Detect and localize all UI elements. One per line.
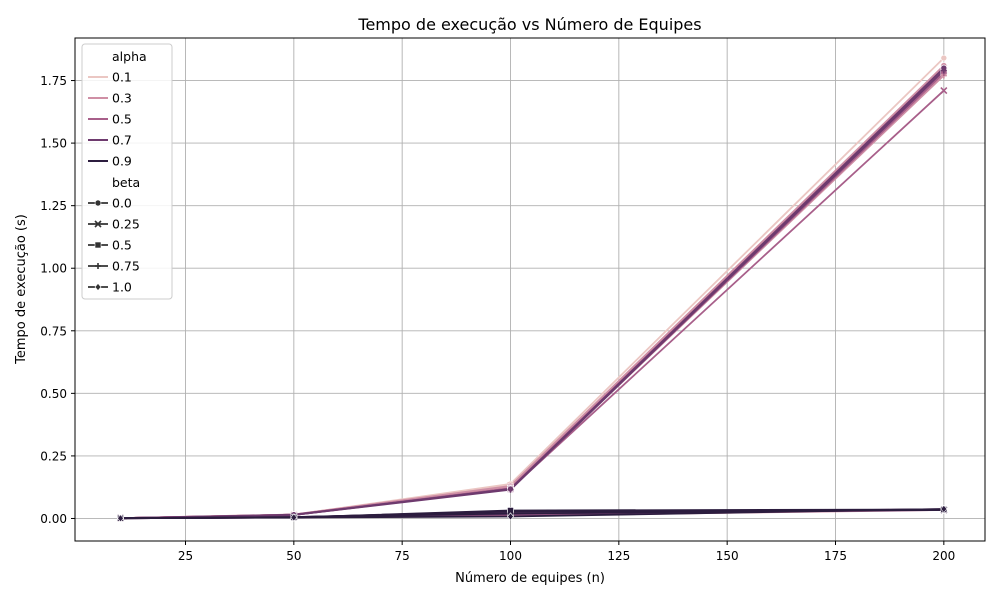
y-tick-label: 1.00	[40, 262, 67, 276]
legend-style-marker	[94, 282, 102, 292]
legend-style-marker	[94, 220, 102, 228]
y-tick-label: 1.75	[40, 74, 67, 88]
x-tick-label: 100	[499, 549, 522, 563]
legend-style-entries: 0.0 0.25 0.5 0.75 1.0	[88, 196, 140, 295]
series-line-alpha-0.7-beta-0.75	[120, 69, 945, 520]
legend-style-title: beta	[112, 175, 140, 190]
x-tick-label: 150	[716, 549, 739, 563]
data-point	[290, 513, 298, 522]
data-point	[940, 86, 948, 95]
x-tick-label: 75	[395, 549, 410, 563]
data-point	[940, 504, 948, 514]
data-point	[940, 54, 948, 62]
y-tick-label: 0.25	[40, 449, 67, 463]
legend-hue-label: 0.1	[112, 70, 132, 85]
data-point	[507, 486, 514, 493]
legend-hue-label: 0.3	[112, 91, 132, 106]
legend-style-label: 0.25	[112, 217, 140, 232]
legend-style-marker	[94, 199, 102, 207]
plot-frame	[74, 37, 986, 542]
series-lines	[120, 57, 945, 520]
data-point	[940, 67, 947, 74]
data-point	[507, 512, 514, 521]
legend-hue-title: alpha	[112, 49, 147, 64]
series-line-alpha-0.3-beta-0.0	[120, 64, 945, 520]
series-line-alpha-0.7-beta-0.0	[120, 67, 945, 520]
x-tick-label: 50	[286, 549, 301, 563]
x-tick-label: 200	[932, 549, 955, 563]
y-tick-label: 0.50	[40, 387, 67, 401]
y-axis-label: Tempo de execução (s)	[14, 214, 29, 365]
x-tick-label: 125	[607, 549, 630, 563]
series-line-alpha-0.1-beta-0.0	[120, 57, 945, 520]
series-line-alpha-0.5-beta-0.5	[120, 69, 945, 520]
series-line-alpha-0.3-beta-0.75	[120, 74, 945, 520]
legend: alpha 0.1 0.3 0.5 0.7 0.9 beta 0.0 0.25 0.5 0.7…	[81, 43, 173, 300]
legend-style-marker	[95, 263, 101, 269]
legend-hue-label: 0.5	[112, 112, 132, 127]
legend-box	[81, 43, 173, 300]
x-tick-label: 25	[178, 549, 193, 563]
series-line-alpha-0.5-beta-0.25	[120, 89, 945, 520]
chart-title: Tempo de execução vs Número de Equipes	[357, 15, 701, 34]
x-tick-label: 175	[824, 549, 847, 563]
x-axis-label: Número de equipes (n)	[455, 571, 605, 586]
series-line-alpha-0.1-beta-0.5	[120, 69, 945, 520]
legend-hue-label: 0.9	[112, 154, 132, 169]
series-line-alpha-0.1-beta-0.75	[120, 69, 945, 520]
series-line-alpha-0.3-beta-0.25	[120, 69, 945, 520]
series-line-alpha-0.9-beta-1.0	[120, 508, 944, 520]
y-tick-label: 1.50	[40, 137, 67, 151]
legend-hue-entries: 0.1 0.3 0.5 0.7 0.9	[88, 70, 132, 169]
legend-style-marker	[94, 241, 102, 249]
y-tick-label: 0.00	[40, 512, 67, 526]
y-tick-label: 0.75	[40, 324, 67, 338]
series-line-alpha-0.5-beta-0.75	[120, 72, 945, 520]
series-line-alpha-0.5-beta-0.0	[120, 67, 945, 520]
series-markers	[116, 54, 948, 523]
y-axis-ticks: 0.00 0.25 0.50 0.75 1.00 1.25 1.50 1.75	[40, 74, 75, 526]
legend-style-label: 0.5	[112, 238, 132, 253]
data-point	[117, 514, 124, 523]
series-line-alpha-0.3-beta-0.5	[120, 72, 945, 520]
legend-style-label: 1.0	[112, 280, 132, 295]
legend-style-label: 0.0	[112, 196, 132, 211]
y-tick-label: 1.25	[40, 199, 67, 213]
legend-style-label: 0.75	[112, 259, 140, 274]
legend-hue-label: 0.7	[112, 133, 132, 148]
x-axis-ticks: 25 50 75 100 125 150 175 200	[178, 541, 955, 563]
series-line-alpha-0.1-beta-0.25	[120, 67, 945, 520]
